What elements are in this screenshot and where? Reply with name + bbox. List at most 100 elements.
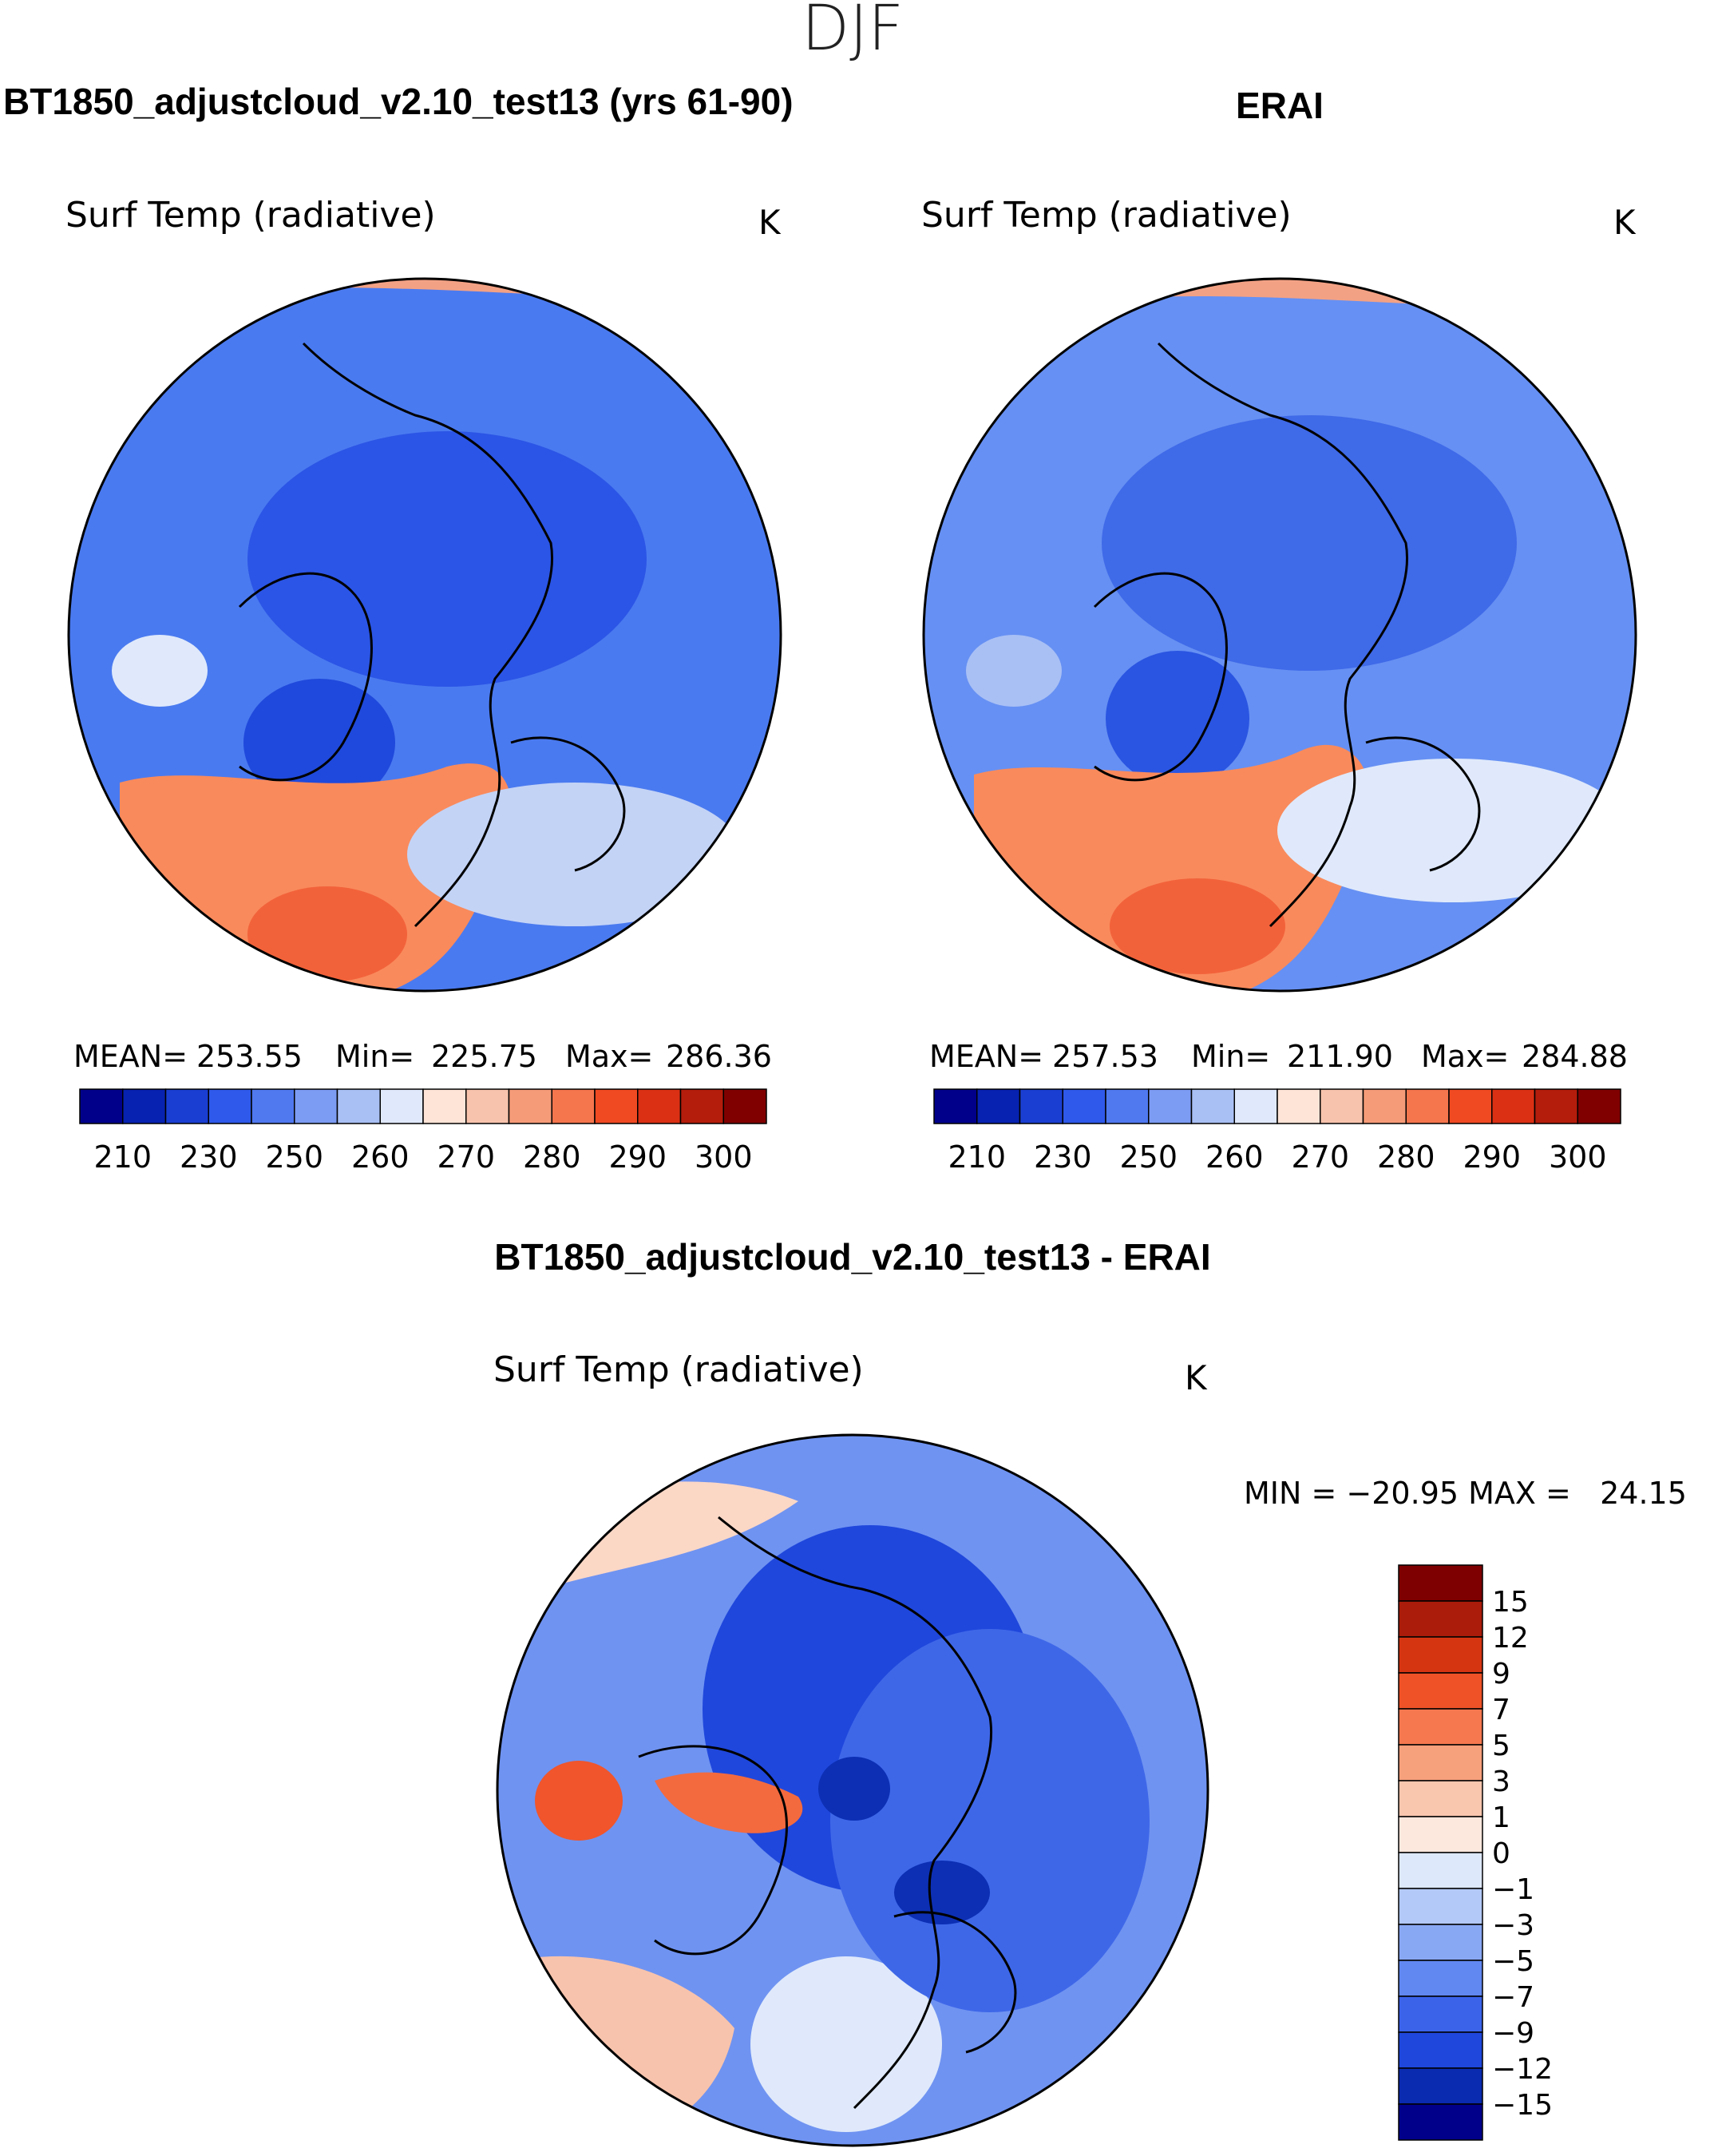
colorbar-diff-swatch xyxy=(1398,1564,1483,1602)
colorbar-model-tick-label: 250 xyxy=(265,1139,323,1175)
colorbar-diff-swatch xyxy=(1398,1672,1483,1710)
colorbar-diff-tick-label: −9 xyxy=(1492,2017,1534,2050)
colorbar-diff-swatch xyxy=(1398,2067,1483,2105)
colorbar-obs-tick-label: 280 xyxy=(1377,1139,1435,1175)
map-obs-greenland xyxy=(1106,651,1249,787)
panel-obs-mean-label: MEAN= xyxy=(929,1039,1043,1074)
colorbar-obs-swatch xyxy=(1362,1088,1407,1124)
colorbar-obs-tick-label: 290 xyxy=(1463,1139,1521,1175)
map-diff-pole-minimum-2 xyxy=(894,1861,990,1924)
panel-diff-stats: MIN = −20.95 MAX = 24.15 xyxy=(1244,1476,1687,1511)
colorbar-diff-swatch xyxy=(1398,1816,1483,1853)
colorbar-model-swatch xyxy=(251,1088,295,1124)
colorbar-model-tick-label: 270 xyxy=(437,1139,495,1175)
map-model-scandinavia-mild xyxy=(407,783,742,926)
colorbar-diff-tick-label: −7 xyxy=(1492,1981,1534,2014)
map-model-arctic-ocean-core xyxy=(247,431,647,687)
colorbar-diff-tick-label: 1 xyxy=(1492,1801,1510,1834)
map-diff-hudson-bay-warm xyxy=(535,1761,623,1841)
colorbar-model: 210 230 250 260 270 280 290 300 xyxy=(79,1088,767,1175)
colorbar-obs-swatch xyxy=(933,1088,978,1124)
colorbar-obs-swatch xyxy=(1448,1088,1493,1124)
map-diff-outline xyxy=(496,1433,1209,2147)
map-diff-pole-minimum xyxy=(818,1757,890,1821)
colorbar-diff-swatch xyxy=(1398,1852,1483,1889)
colorbar-diff-tick-label: 15 xyxy=(1492,1586,1529,1619)
colorbar-model-swatch xyxy=(679,1088,724,1124)
colorbar-model-swatch xyxy=(379,1088,424,1124)
panel-model: BT1850_adjustcloud_v2.10_test13 (yrs 61-… xyxy=(3,81,794,1175)
panel-model-max-label: Max= xyxy=(565,1039,653,1074)
map-model-alaska-pocket xyxy=(112,635,208,707)
colorbar-obs-tick-label: 210 xyxy=(948,1139,1006,1175)
colorbar-model-swatch xyxy=(422,1088,467,1124)
colorbar-obs-swatch xyxy=(1277,1088,1321,1124)
colorbar-obs-swatch xyxy=(1491,1088,1536,1124)
colorbar-diff-tick-label: 5 xyxy=(1492,1730,1510,1762)
map-obs-arctic-ocean-core xyxy=(1102,415,1517,671)
colorbar-model-tick-label: 230 xyxy=(180,1139,238,1175)
colorbar-obs-swatch xyxy=(1577,1088,1621,1124)
map-obs-gulf-stream-core xyxy=(1110,878,1285,974)
map-obs-coastline xyxy=(1093,342,1481,928)
colorbar-model-swatch xyxy=(122,1088,167,1124)
colorbar-obs-swatch xyxy=(1534,1088,1578,1124)
panel-model-variable: Surf Temp (radiative) xyxy=(65,195,436,236)
colorbar-diff-swatch xyxy=(1398,1960,1483,1997)
colorbar-obs-tick-label: 270 xyxy=(1291,1139,1349,1175)
colorbar-diff-tick-label: 0 xyxy=(1492,1837,1510,1870)
panel-model-mean-label: MEAN= xyxy=(73,1039,188,1074)
colorbar-diff-swatch xyxy=(1398,1924,1483,1961)
panel-model-min: 225.75 xyxy=(431,1039,537,1074)
colorbar-diff-swatch xyxy=(1398,1600,1483,1638)
panel-diff: BT1850_adjustcloud_v2.10_test13 - ERAI S… xyxy=(493,1236,1687,2147)
colorbar-obs-swatch xyxy=(1233,1088,1278,1124)
panel-obs: ERAI Surf Temp (radiative) K MEAN= 257.5… xyxy=(921,85,1637,1175)
colorbar-model-swatch xyxy=(508,1088,552,1124)
panel-obs-mean: 257.53 xyxy=(1052,1039,1158,1074)
colorbar-diff-swatch xyxy=(1398,1708,1483,1746)
colorbar-obs-swatch xyxy=(1405,1088,1450,1124)
colorbar-model-swatch xyxy=(208,1088,252,1124)
colorbar-diff-tick-label: 9 xyxy=(1492,1658,1510,1690)
colorbar-diff-tick-label: −12 xyxy=(1492,2053,1553,2086)
colorbar-obs-swatch xyxy=(1062,1088,1106,1124)
colorbar-model-tick-label: 210 xyxy=(93,1139,152,1175)
map-model xyxy=(69,279,781,991)
map-diff xyxy=(497,1435,1208,2146)
colorbar-obs-swatch xyxy=(1148,1088,1193,1124)
colorbar-obs: 210 230 250 260 270 280 290 300 xyxy=(933,1088,1621,1175)
colorbar-obs-tick-label: 230 xyxy=(1034,1139,1092,1175)
map-obs-outline xyxy=(922,277,1637,993)
map-diff-coastline xyxy=(638,1516,1017,2110)
colorbar-diff-swatch xyxy=(1398,1780,1483,1817)
colorbar-diff-tick-label: −3 xyxy=(1492,1909,1534,1942)
panel-diff-units: K xyxy=(1185,1358,1208,1397)
panel-model-max: 286.36 xyxy=(666,1039,772,1074)
panel-obs-min: 211.90 xyxy=(1287,1039,1393,1074)
colorbar-model-swatch xyxy=(336,1088,381,1124)
colorbar-model-swatch xyxy=(551,1088,596,1124)
panel-diff-variable: Surf Temp (radiative) xyxy=(493,1349,864,1390)
panel-obs-header: ERAI xyxy=(1236,85,1324,126)
panel-model-mean: 253.55 xyxy=(196,1039,303,1074)
map-model-coastline xyxy=(238,342,626,928)
colorbar-model-tick-label: 300 xyxy=(695,1139,753,1175)
colorbar-obs-tick-label: 260 xyxy=(1205,1139,1264,1175)
panel-model-units: K xyxy=(758,203,782,242)
map-diff-europe-neutral xyxy=(750,1956,942,2132)
colorbar-model-tick-label: 260 xyxy=(351,1139,410,1175)
colorbar-obs-tick-label: 250 xyxy=(1119,1139,1178,1175)
colorbar-obs-swatch xyxy=(1190,1088,1235,1124)
panel-model-min-label: Min= xyxy=(335,1039,414,1074)
colorbar-diff-tick-label: −15 xyxy=(1492,2089,1553,2122)
colorbar-model-swatch xyxy=(79,1088,124,1124)
colorbar-diff-tick-label: 3 xyxy=(1492,1766,1510,1798)
colorbar-model-swatch xyxy=(594,1088,639,1124)
colorbar-model-swatch xyxy=(164,1088,209,1124)
colorbar-diff-swatch xyxy=(1398,1995,1483,2033)
colorbar-diff-swatch xyxy=(1398,1636,1483,1674)
colorbar-model-swatch xyxy=(637,1088,682,1124)
colorbar-model-tick-label: 290 xyxy=(608,1139,667,1175)
